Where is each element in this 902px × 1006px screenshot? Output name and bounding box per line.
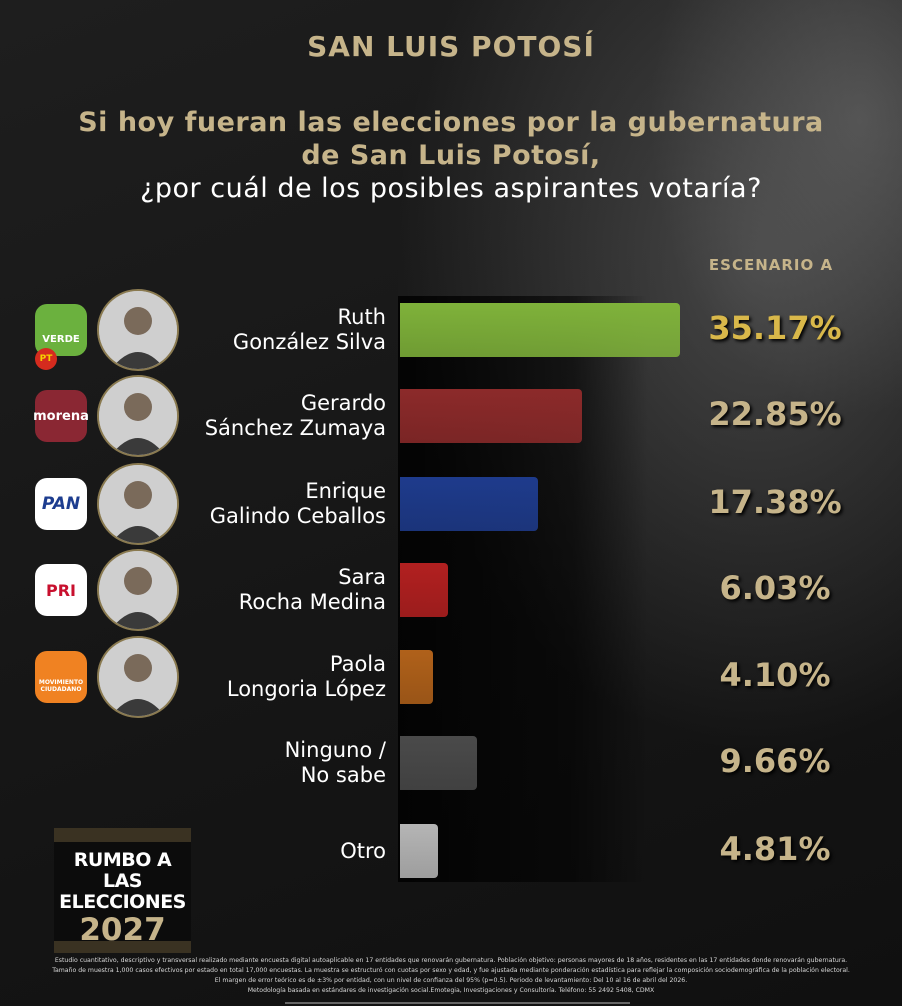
bar	[400, 389, 582, 443]
party-logo: morena	[33, 390, 89, 442]
party-logo: VERDE	[35, 304, 87, 356]
question-line-3: ¿por cuál de los posibles aspirantes vot…	[140, 173, 762, 204]
bottom-divider	[285, 1002, 630, 1004]
candidate-name-line: Enrique	[305, 479, 386, 503]
rumbo-year: 2027	[79, 912, 166, 948]
candidate-photo	[97, 549, 179, 631]
party-logo-text: VERDE	[42, 333, 80, 345]
candidate-photo	[97, 463, 179, 545]
candidate-name: Enrique Galindo Ceballos	[210, 479, 386, 529]
value-label: 4.10%	[719, 656, 831, 694]
survey-question: Si hoy fueran las elecciones por la gube…	[0, 106, 902, 205]
candidate-name-line: Otro	[340, 838, 386, 863]
candidate-name: Ninguno / No sabe	[285, 738, 386, 788]
footnote-line-3: El margen de error teórico es de ±3% por…	[214, 977, 688, 984]
footnote-line-4: Metodología basada en estándares de inve…	[247, 987, 655, 994]
candidate-name-line: Rocha Medina	[238, 590, 386, 614]
pt-badge: PT	[35, 348, 57, 370]
value-label: 35.17%	[708, 309, 842, 347]
party-logo-text: PRI	[46, 580, 76, 600]
candidate-name-line: González Silva	[232, 330, 386, 354]
bar	[400, 824, 438, 878]
candidate-name-line: Longoria López	[226, 677, 386, 701]
party-logo: MOVIMIENTO CIUDADANO	[35, 651, 87, 703]
methodology-footnote: Estudio cuantitativo, descriptivo y tran…	[40, 956, 862, 996]
bar	[400, 563, 448, 617]
bar	[400, 736, 477, 790]
candidate-name: Ruth González Silva	[233, 305, 386, 355]
value-label: 17.38%	[708, 483, 842, 521]
candidate-name-line: Galindo Ceballos	[209, 504, 386, 528]
candidate-name-line: Gerardo	[300, 391, 386, 415]
candidate-photo	[97, 375, 179, 457]
candidate-name: Otro	[340, 839, 386, 864]
candidate-name: Paola Longoria López	[227, 652, 386, 702]
question-line-1: Si hoy fueran las elecciones por la gube…	[78, 107, 824, 138]
candidate-photo	[97, 636, 179, 718]
candidate-name: Gerardo Sánchez Zumaya	[205, 391, 386, 441]
value-label: 22.85%	[708, 395, 842, 433]
party-logo: PAN	[35, 478, 87, 530]
question-line-2: de San Luis Potosí,	[301, 140, 601, 171]
rumbo-line-1: RUMBO A LAS	[73, 849, 172, 892]
party-logo-text: morena	[33, 408, 89, 424]
candidate-name-line: No sabe	[300, 763, 386, 787]
party-logo: PRI	[35, 564, 87, 616]
rumbo-line-2: ELECCIONES	[59, 891, 186, 913]
value-label: 4.81%	[719, 830, 831, 868]
candidate-name-line: Sara	[338, 565, 386, 589]
page-title: SAN LUIS POTOSÍ	[307, 30, 595, 63]
party-logo-text: MOVIMIENTO CIUDADANO	[38, 679, 84, 693]
scenario-label: ESCENARIO A	[708, 256, 834, 274]
candidate-photo	[97, 289, 179, 371]
candidate-name: Sara Rocha Medina	[239, 565, 386, 615]
party-logo-text: PAN	[41, 494, 81, 514]
candidate-name-line: Paola	[329, 652, 386, 676]
candidate-name-line: Ninguno /	[284, 738, 386, 762]
bar	[400, 303, 680, 357]
value-label: 9.66%	[719, 742, 831, 780]
value-label: 6.03%	[719, 569, 831, 607]
footnote-line-1: Estudio cuantitativo, descriptivo y tran…	[54, 957, 848, 964]
candidate-name-line: Ruth	[337, 305, 386, 329]
bar	[400, 650, 433, 704]
footnote-line-2: Tamaño de muestra 1,000 casos efectivos …	[52, 967, 850, 974]
candidate-name-line: Sánchez Zumaya	[204, 416, 386, 440]
pt-badge-text: PT	[39, 354, 53, 364]
rumbo-logo: RUMBO A LAS ELECCIONES 2027	[54, 828, 191, 953]
bar	[400, 477, 538, 531]
